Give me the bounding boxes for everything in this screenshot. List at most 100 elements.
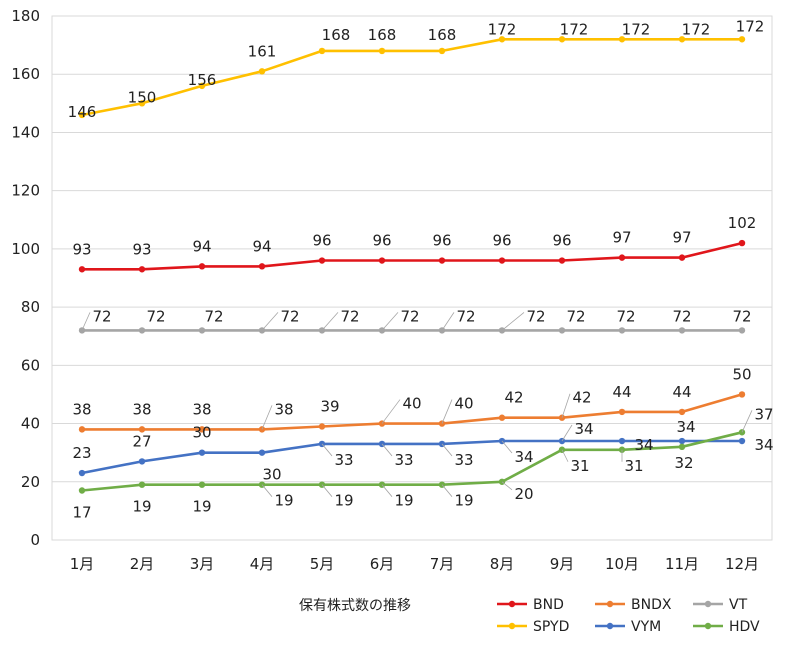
data-label-spyd: 172 (560, 20, 589, 38)
x-tick-label: 7月 (430, 555, 455, 573)
data-label-bnd: 94 (252, 237, 271, 255)
data-label-hdv: 19 (274, 492, 293, 510)
data-label-spyd: 168 (368, 26, 397, 44)
data-label-vym: 30 (192, 424, 211, 442)
leader-line (441, 399, 453, 424)
y-tick-label: 0 (30, 531, 40, 549)
data-label-vt: 72 (526, 307, 545, 325)
data-point-bnd (438, 257, 446, 264)
data-point-bnd (258, 263, 266, 270)
data-label-hdv: 19 (334, 492, 353, 510)
legend-label-vym: VYM (631, 619, 661, 635)
data-label-hdv: 19 (132, 498, 151, 516)
leader-line (441, 484, 453, 497)
leader-line (261, 405, 273, 430)
data-point-spyd (258, 68, 266, 75)
leader-line (501, 481, 513, 491)
data-label-bndx: 38 (72, 400, 91, 418)
y-tick-label: 60 (21, 356, 40, 374)
data-point-vym (78, 469, 86, 477)
data-point-vym (678, 437, 686, 445)
data-label-hdv: 19 (394, 492, 413, 510)
data-label-bnd: 96 (492, 232, 511, 250)
data-point-bnd (558, 257, 566, 264)
data-label-vym: 33 (394, 451, 413, 469)
data-label-bndx: 38 (192, 400, 211, 418)
data-label-hdv: 17 (72, 504, 91, 522)
series-line-bnd (82, 241, 743, 271)
data-label-vt: 72 (204, 307, 223, 325)
data-point-vt (738, 327, 746, 334)
legend: BND BNDX VT SPYD VYM HDV (497, 597, 760, 635)
y-tick-label: 20 (21, 473, 40, 491)
data-label-vym: 33 (334, 451, 353, 469)
leader-line (561, 424, 573, 442)
data-label-vym: 34 (676, 418, 695, 436)
legend-label-bndx: BNDX (631, 597, 672, 613)
legend-marker-vym (606, 622, 614, 630)
data-label-bnd: 94 (192, 237, 211, 255)
data-label-spyd: 172 (488, 20, 517, 38)
leader-line (381, 399, 401, 424)
data-point-vt (618, 327, 626, 334)
data-label-bndx: 42 (504, 389, 523, 407)
data-label-bndx: 44 (612, 383, 631, 401)
y-tick-label: 160 (11, 65, 40, 83)
data-point-spyd (378, 47, 386, 55)
data-label-spyd: 146 (68, 103, 97, 121)
leader-line (441, 443, 453, 457)
legend-marker-bndx (606, 600, 614, 608)
x-axis-ticks: 1月 2月 3月 4月 5月 6月 7月 8月 9月 10月 11月 12月 (70, 555, 759, 573)
data-label-hdv: 19 (192, 498, 211, 516)
data-point-vt (678, 327, 686, 334)
data-label-spyd: 172 (736, 17, 765, 35)
data-label-bndx: 39 (320, 397, 339, 415)
series-line-vym (81, 439, 742, 475)
data-point-hdv (78, 487, 86, 494)
leader-line (501, 440, 513, 454)
data-point-bndx (618, 408, 626, 416)
data-label-vt: 72 (340, 307, 359, 325)
data-label-vym: 34 (754, 436, 773, 454)
data-label-vt: 72 (280, 307, 299, 325)
data-label-vt: 72 (616, 307, 635, 325)
legend-label-hdv: HDV (729, 619, 760, 635)
x-tick-label: 1月 (70, 555, 95, 573)
data-label-bnd: 96 (312, 232, 331, 250)
y-tick-label: 120 (11, 182, 40, 200)
data-label-hdv: 20 (514, 485, 533, 503)
y-tick-label: 180 (11, 7, 40, 25)
series-line-bndx (82, 393, 743, 431)
data-label-vym: 33 (454, 451, 473, 469)
data-point-bnd (738, 239, 746, 247)
leader-line (381, 312, 399, 331)
series-line-hdv (81, 431, 743, 492)
data-point-spyd (498, 36, 506, 43)
data-point-spyd (618, 36, 626, 43)
data-point-vt (558, 327, 566, 334)
data-point-bndx (198, 426, 206, 433)
data-label-spyd: 161 (248, 42, 277, 60)
x-tick-label: 9月 (550, 555, 575, 573)
data-label-bnd: 96 (372, 232, 391, 250)
leader-line (261, 484, 273, 497)
leader-line (501, 312, 525, 331)
x-tick-label: 10月 (605, 555, 639, 573)
leader-line (321, 443, 333, 457)
data-label-vym: 34 (514, 448, 533, 466)
leader-line (441, 312, 455, 331)
data-label-hdv: 19 (454, 492, 473, 510)
data-label-spyd: 156 (188, 71, 217, 89)
legend-label-vt: VT (729, 597, 748, 613)
leader-line (261, 312, 279, 331)
data-label-bnd: 97 (672, 229, 691, 247)
data-point-bnd (618, 254, 626, 261)
data-point-bndx (738, 391, 746, 398)
data-label-bnd: 96 (432, 232, 451, 250)
x-tick-label: 8月 (490, 555, 515, 573)
data-point-bndx (498, 414, 506, 421)
legend-marker-vt (704, 600, 712, 608)
leader-line (561, 393, 571, 418)
data-point-spyd (198, 82, 206, 90)
data-label-vym: 23 (72, 444, 91, 462)
